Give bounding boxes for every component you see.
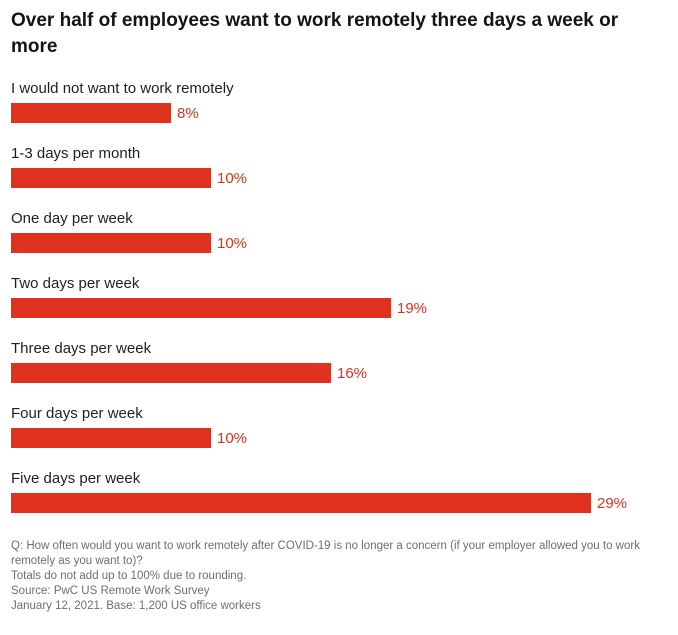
bar-track: 8% bbox=[11, 103, 664, 123]
footnote-rounding: Totals do not add up to 100% due to roun… bbox=[11, 570, 247, 582]
footnote-source: Source: PwC US Remote Work Survey bbox=[11, 585, 210, 597]
footnote-date-base: January 12, 2021. Base: 1,200 US office … bbox=[11, 600, 261, 612]
bar-track: 10% bbox=[11, 428, 664, 448]
bar-value: 10% bbox=[217, 234, 248, 252]
chart-footnotes: Q: How often would you want to work remo… bbox=[11, 539, 661, 614]
bar bbox=[11, 168, 211, 188]
bar-rows: I would not want to work remotely 8% 1-3… bbox=[11, 80, 664, 513]
bar-label: Five days per week bbox=[11, 470, 141, 487]
bar-track: 29% bbox=[11, 493, 664, 513]
bar-track: 19% bbox=[11, 298, 664, 318]
bar-label: Three days per week bbox=[11, 340, 152, 357]
bar-value: 10% bbox=[217, 169, 248, 187]
bar-value: 19% bbox=[397, 299, 428, 317]
bar-label: I would not want to work remotely bbox=[11, 80, 234, 97]
bar-group: 1-3 days per month 10% bbox=[11, 145, 664, 188]
bar-track: 10% bbox=[11, 233, 664, 253]
bar bbox=[11, 298, 391, 318]
bar-group: One day per week 10% bbox=[11, 210, 664, 253]
bar bbox=[11, 493, 591, 513]
bar bbox=[11, 363, 331, 383]
bar-group: Four days per week 10% bbox=[11, 405, 664, 448]
bar-group: Five days per week 29% bbox=[11, 470, 664, 513]
bar-value: 10% bbox=[217, 429, 248, 447]
bar bbox=[11, 103, 171, 123]
footnote-question: Q: How often would you want to work remo… bbox=[11, 540, 640, 567]
bar-group: Three days per week 16% bbox=[11, 340, 664, 383]
bar-value: 8% bbox=[177, 104, 199, 122]
bar-value: 29% bbox=[597, 494, 628, 512]
bar-track: 16% bbox=[11, 363, 664, 383]
bar-label: Two days per week bbox=[11, 275, 140, 292]
bar-track: 10% bbox=[11, 168, 664, 188]
bar-label: Four days per week bbox=[11, 405, 143, 422]
bar-value: 16% bbox=[337, 364, 368, 382]
bar-label: 1-3 days per month bbox=[11, 145, 141, 162]
bar bbox=[11, 233, 211, 253]
bar-group: I would not want to work remotely 8% bbox=[11, 80, 664, 123]
bar bbox=[11, 428, 211, 448]
bar-group: Two days per week 19% bbox=[11, 275, 664, 318]
bar-label: One day per week bbox=[11, 210, 133, 227]
chart-title: Over half of employees want to work remo… bbox=[11, 10, 619, 57]
